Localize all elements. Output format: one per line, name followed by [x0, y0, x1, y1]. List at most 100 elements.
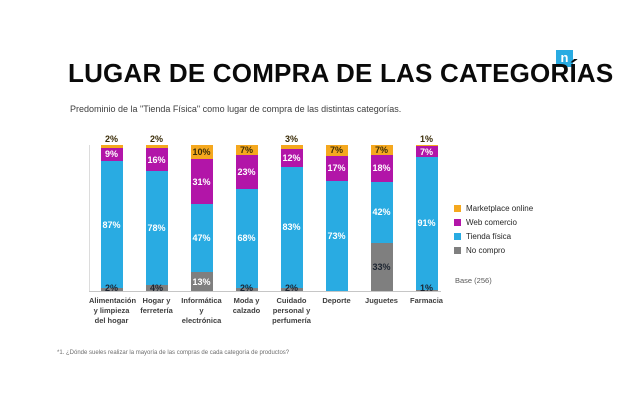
- stacked-bar-plot: 2% 9% 87% 2% Alimentación y limpieza del hog…: [89, 134, 449, 325]
- nielsen-logo: n: [556, 50, 573, 67]
- stacked-bar: 2% 16% 78% 4%: [145, 134, 168, 293]
- category-label: Deporte: [322, 296, 351, 305]
- bar-segment-web-comercio: 16%: [145, 147, 168, 172]
- segment-value-label: 23%: [237, 167, 256, 177]
- x-axis-line: [89, 291, 441, 292]
- legend-swatch-icon: [454, 233, 461, 240]
- bar-segment-no-compro: 2%: [235, 283, 258, 293]
- bar-segment-marketplace-online: 10%: [190, 145, 213, 160]
- bar-segment-no-compro: 33%: [370, 242, 393, 291]
- bar-segment-tienda-fisica: 83%: [280, 166, 303, 289]
- bar-segment-web-comercio: 7%: [415, 146, 438, 157]
- bar-segment-tienda-fisica: 73%: [325, 181, 348, 291]
- segment-value-label: 7%: [239, 145, 254, 156]
- category-label: Farmacia: [410, 296, 443, 305]
- stacked-bar: 7% 23% 68% 2%: [235, 145, 258, 293]
- legend-item-marketplace-online: Marketplace online: [454, 204, 533, 213]
- legend-label: No compro: [466, 246, 506, 255]
- segment-value-label: 47%: [192, 233, 211, 244]
- bar-column-juguetes: 7% 18% 42% 33% Juguetes: [359, 145, 404, 325]
- bar-column-cuidado-personal-y-perfumeria: 3% 12% 83% 2% Cuidado personal y perfumería: [269, 134, 314, 325]
- category-label: Informática y electrónica: [181, 296, 222, 325]
- legend: Marketplace online Web comercio Tienda fís…: [454, 204, 533, 260]
- stacked-bar: 1% 7% 91% 1%: [415, 134, 438, 293]
- bar-column-deporte: 7% 17% 73% Deporte: [314, 145, 359, 325]
- subtitle: Predominio de la "Tienda Física" como lu…: [70, 104, 402, 114]
- bar-segment-tienda-fisica: 42%: [370, 181, 393, 243]
- bar-column-informatica-y-electronica: 10% 31% 47% 13% Informática y electrónica: [179, 145, 224, 325]
- segment-value-label: 91%: [417, 218, 436, 229]
- bar-segment-tienda-fisica: 91%: [415, 156, 438, 290]
- segment-value-label: 2%: [149, 134, 164, 144]
- segment-value-label: 16%: [147, 154, 166, 165]
- page-title: LUGAR DE COMPRA DE LAS CATEGORÍAS: [68, 58, 614, 88]
- category-label: Alimentación y limpieza del hogar: [89, 296, 137, 325]
- category-label: Cuidado personal y perfumería: [272, 296, 311, 325]
- segment-value-label: 7%: [374, 145, 389, 156]
- bar-segment-no-compro: 2%: [280, 283, 303, 293]
- stacked-bar: 7% 18% 42% 33%: [370, 145, 393, 291]
- bar-segment-tienda-fisica: 78%: [145, 171, 168, 286]
- legend-item-tienda-fisica: Tienda física: [454, 232, 533, 241]
- bar-segment-marketplace-online: 7%: [235, 145, 258, 156]
- segment-value-label: 18%: [372, 163, 391, 174]
- segment-value-label: 87%: [102, 219, 121, 230]
- segment-value-label: 33%: [372, 261, 391, 272]
- stacked-bar: 2% 9% 87% 2%: [100, 134, 123, 293]
- stacked-bar: 10% 31% 47% 13%: [190, 145, 213, 291]
- segment-value-label: 73%: [327, 231, 346, 242]
- bar-segment-no-compro: 2%: [100, 283, 123, 293]
- category-label: Hogar y ferretería: [140, 296, 173, 315]
- segment-value-label: 83%: [282, 222, 301, 233]
- legend-swatch-icon: [454, 205, 461, 212]
- base-note: Base (256): [455, 276, 492, 285]
- bar-segment-web-comercio: 17%: [325, 155, 348, 182]
- segment-value-label: 12%: [282, 153, 301, 164]
- bar-column-alimentacion-y-limpieza-del-hogar: 2% 9% 87% 2% Alimentación y limpieza del hog…: [89, 134, 137, 325]
- bar-segment-marketplace-online: 7%: [325, 145, 348, 156]
- bar-segment-tienda-fisica: 68%: [235, 188, 258, 289]
- segment-value-label: 17%: [327, 163, 346, 174]
- segment-value-label: 4%: [149, 283, 164, 293]
- bar-column-moda-y-calzado: 7% 23% 68% 2% Moda y calzado: [224, 145, 269, 325]
- segment-value-label: 10%: [192, 147, 211, 158]
- footnote: *1. ¿Dónde sueles realizar la mayoría de…: [57, 350, 290, 356]
- bar-segment-web-comercio: 9%: [100, 147, 123, 162]
- legend-swatch-icon: [454, 219, 461, 226]
- category-label: Juguetes: [365, 296, 398, 305]
- segment-value-label: 3%: [284, 134, 299, 144]
- bar-segment-web-comercio: 18%: [370, 155, 393, 182]
- segment-value-label: 42%: [372, 207, 391, 218]
- bar-column-farmacia: 1% 7% 91% 1% Farmacia: [404, 134, 449, 325]
- legend-label: Marketplace online: [466, 204, 534, 213]
- legend-label: Web comercio: [466, 218, 517, 227]
- segment-value-label: 78%: [147, 223, 166, 234]
- bar-segment-no-compro: 1%: [415, 283, 438, 293]
- bar-segment-marketplace-online: 7%: [370, 145, 393, 156]
- segment-value-label: 68%: [237, 233, 256, 244]
- category-label: Moda y calzado: [232, 296, 261, 315]
- segment-value-label: 1%: [419, 134, 434, 144]
- segment-value-label: 7%: [419, 146, 434, 157]
- bar-column-hogar-y-ferreteria: 2% 16% 78% 4% Hogar y ferretería: [134, 134, 179, 325]
- bar-segment-web-comercio: 12%: [280, 149, 303, 167]
- bar-segment-no-compro: 4%: [145, 283, 168, 293]
- bar-segment-tienda-fisica: 47%: [190, 204, 213, 273]
- segment-value-label: 7%: [329, 145, 344, 156]
- segment-value-label: 13%: [192, 276, 211, 287]
- bar-segment-web-comercio: 23%: [235, 155, 258, 189]
- legend-item-no-compro: No compro: [454, 246, 533, 255]
- bar-segment-no-compro: 13%: [190, 272, 213, 291]
- bar-segment-web-comercio: 31%: [190, 159, 213, 205]
- stacked-bar: 3% 12% 83% 2%: [280, 134, 303, 293]
- segment-value-label: 31%: [192, 176, 211, 187]
- segment-value-label: 2%: [104, 134, 119, 144]
- bar-segment-tienda-fisica: 87%: [100, 161, 123, 289]
- legend-item-web-comercio: Web comercio: [454, 218, 533, 227]
- segment-value-label: 9%: [104, 149, 119, 160]
- stacked-bar: 7% 17% 73%: [325, 145, 348, 291]
- y-axis-line: [89, 145, 90, 291]
- legend-swatch-icon: [454, 247, 461, 254]
- legend-label: Tienda física: [466, 232, 512, 241]
